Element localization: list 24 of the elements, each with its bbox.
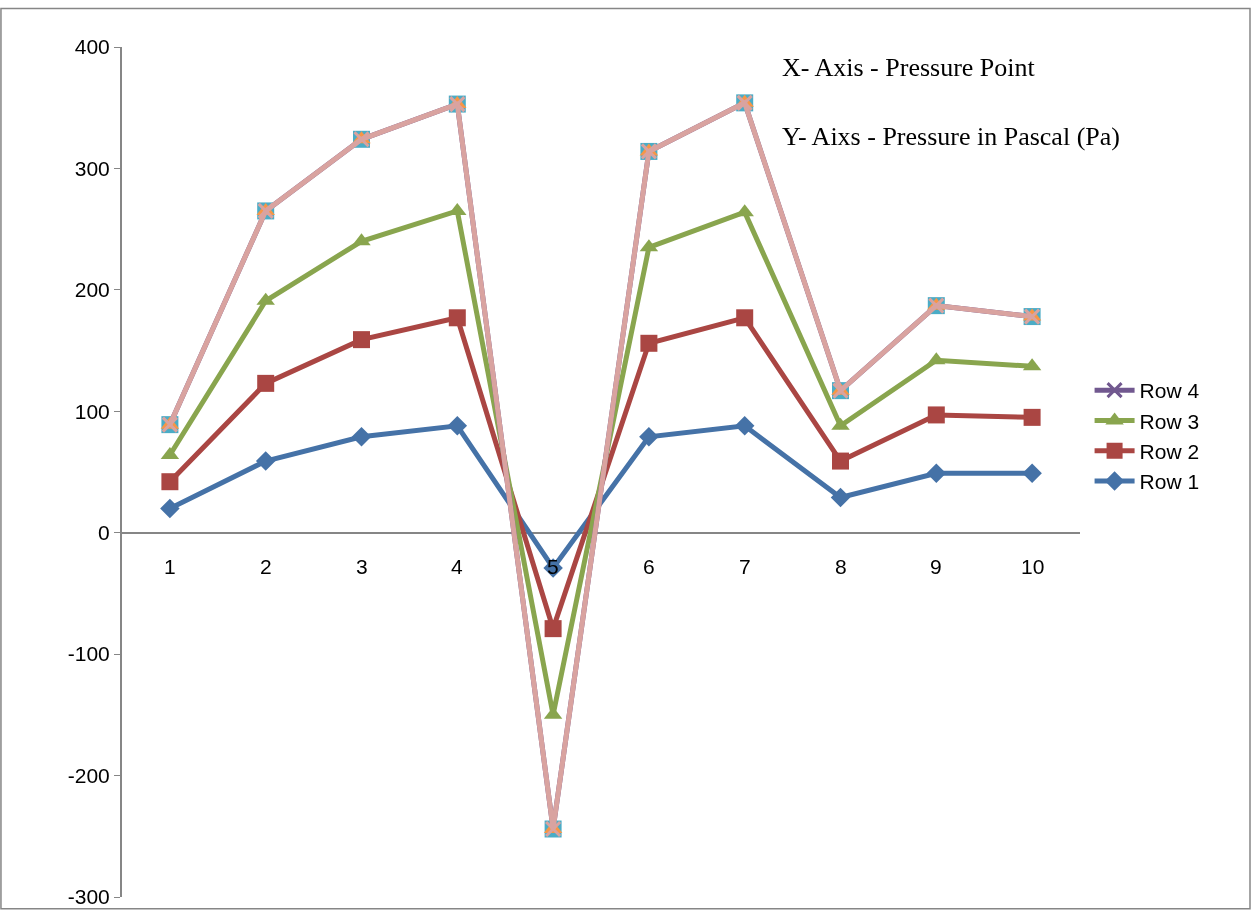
y-tick-label: 400 — [74, 35, 110, 59]
annotation: X- Axis - Pressure Point — [782, 53, 1036, 82]
x-tick-label: 5 — [547, 555, 559, 578]
legend-label: Row 4 — [1139, 379, 1200, 403]
legend-label: Row 3 — [1139, 409, 1200, 433]
x-tick-label: 2 — [260, 555, 272, 578]
y-tick-label: -200 — [67, 763, 110, 787]
x-tick-label: 4 — [451, 555, 463, 578]
x-tick-label: 7 — [739, 555, 751, 578]
legend-label: Row 2 — [1139, 439, 1200, 463]
y-tick-label: -300 — [67, 885, 110, 909]
y-tick-label: -100 — [67, 642, 110, 666]
annotation: Y- Aixs - Pressure in Pascal (Pa) — [782, 122, 1120, 151]
x-tick-label: 3 — [356, 555, 368, 578]
x-tick-label: 10 — [1021, 555, 1045, 578]
x-tick-label: 1 — [164, 555, 176, 578]
y-tick-label: 300 — [74, 156, 110, 180]
x-tick-label: 8 — [835, 555, 847, 578]
x-tick-label: 6 — [643, 555, 655, 578]
x-tick-label: 9 — [930, 555, 942, 578]
y-tick-label: 200 — [74, 278, 110, 302]
legend-label: Row 1 — [1139, 470, 1200, 494]
y-tick-label: 0 — [98, 521, 110, 545]
y-tick-label: 100 — [74, 399, 110, 423]
